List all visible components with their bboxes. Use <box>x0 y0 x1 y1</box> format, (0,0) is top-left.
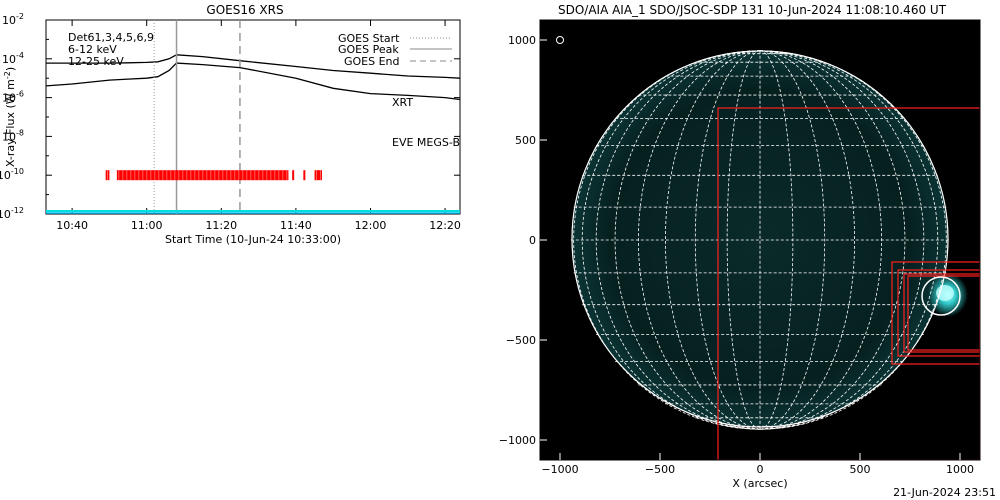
goes-xtick-label: 11:00 <box>131 219 163 232</box>
aia-legend: AIA flare location <box>568 34 662 47</box>
aia-ytick-label: 0 <box>529 234 536 247</box>
goes-xtick-label: 11:40 <box>280 219 312 232</box>
aia-xtick-label: 0 <box>757 463 764 476</box>
longitude-line <box>614 50 761 430</box>
xrt-bar <box>303 170 306 181</box>
goes-plot: 10-12 10-10 10-8 10-6 10-4 10-2 10:40 11:00 11:2… <box>0 12 461 232</box>
aia-xtick-label: 1000 <box>946 463 974 476</box>
xrt-pointing-box <box>897 269 980 357</box>
xrt-fov-label: XRT FOV <box>552 422 599 435</box>
longitude-line <box>759 50 925 430</box>
longitude-line <box>759 50 826 430</box>
goes-series <box>45 54 461 101</box>
goes-legend-right: GOES Start GOES Peak GOES End <box>338 32 452 68</box>
goes-ytick-label: 10-6 <box>2 90 24 105</box>
longitude-line <box>759 50 906 430</box>
aia-ytick-label: −1000 <box>499 434 536 447</box>
goes-xtick-label: 11:20 <box>205 219 237 232</box>
goes-xlabel: Start Time (10-Jun-24 10:33:00) <box>165 233 341 246</box>
aia-ytick-label: 500 <box>515 134 536 147</box>
label-eve: EVE MEGS-B <box>392 136 460 149</box>
legend-goes-peak: GOES Peak <box>338 43 399 56</box>
flare-bright <box>936 285 954 301</box>
aia-xlabel: X (arcsec) <box>732 477 787 490</box>
longitude-line <box>694 50 761 430</box>
aia-title: SDO/AIA AIA_1 SDO/JSOC-SDP 131 10-Jun-20… <box>558 3 947 17</box>
xrt-pointing-box <box>891 261 980 365</box>
label-xrt: XRT <box>392 96 413 109</box>
legend-goes-start: GOES Start <box>338 32 400 45</box>
aia-image <box>570 50 980 460</box>
longitude-line <box>759 50 794 430</box>
aia-ticks: −1000 −500 0 500 1000 −1000 −500 0 500 1000 <box>499 34 974 476</box>
goes-xtick-label: 12:00 <box>355 219 387 232</box>
legend-det: Det61,3,4,5,6,9 <box>68 31 154 44</box>
longitude-line <box>726 50 761 430</box>
goes-ticks: 10-12 10-10 10-8 10-6 10-4 10-2 10:40 11:00 11:2… <box>0 12 461 232</box>
legend-12-25: 12-25 keV <box>68 55 124 68</box>
aia-xtick-label: −500 <box>645 463 675 476</box>
aia-ytick-label: 1000 <box>508 34 536 47</box>
goes-markers <box>153 20 241 214</box>
goes-xtick-label: 10:40 <box>56 219 88 232</box>
goes-ylabel: X-ray Flux (W m-2) <box>3 67 17 167</box>
aia-xtick-label: −1000 <box>541 463 578 476</box>
longitude-line <box>759 50 883 430</box>
goes-ytick-label: 10-8 <box>2 128 24 143</box>
xrt-fov-boxes <box>717 107 980 460</box>
aia-ytick-label: −500 <box>506 334 536 347</box>
timestamp: 21-Jun-2024 23:51 <box>893 486 996 499</box>
goes-title: GOES16 XRS <box>206 3 283 17</box>
goes-ytick-label: 10-12 <box>0 206 24 221</box>
longitude-line <box>637 50 761 430</box>
goes-series-line-0 <box>46 54 461 79</box>
legend-goes-end: GOES End <box>344 55 400 68</box>
legend-marker-icon <box>556 36 564 44</box>
longitude-line <box>665 50 761 430</box>
goes-ytick-label: 10-2 <box>2 12 24 27</box>
legend-6-12: 6-12 keV <box>68 43 117 56</box>
goes-ytick-label: 10-10 <box>0 167 24 182</box>
goes-xtick-label: 12:20 <box>429 219 461 232</box>
xrt-pointing-box <box>903 273 980 353</box>
goes-legend-left: Det61,3,4,5,6,9 6-12 keV 12-25 keV <box>68 31 154 68</box>
flare-marker <box>921 276 961 316</box>
longitude-line <box>759 50 855 430</box>
goes-series-line-1 <box>45 62 461 101</box>
goes-ytick-label: 10-4 <box>2 51 24 66</box>
aia-xtick-label: 500 <box>850 463 871 476</box>
xrt-bar <box>314 170 322 181</box>
xrt-fov-box <box>717 107 980 460</box>
xrt-coverage-bars <box>105 170 322 181</box>
solar-limb <box>571 50 949 428</box>
xrt-pointing-box <box>907 275 980 351</box>
xrt-bar <box>292 170 295 181</box>
longitude-line <box>595 50 761 430</box>
